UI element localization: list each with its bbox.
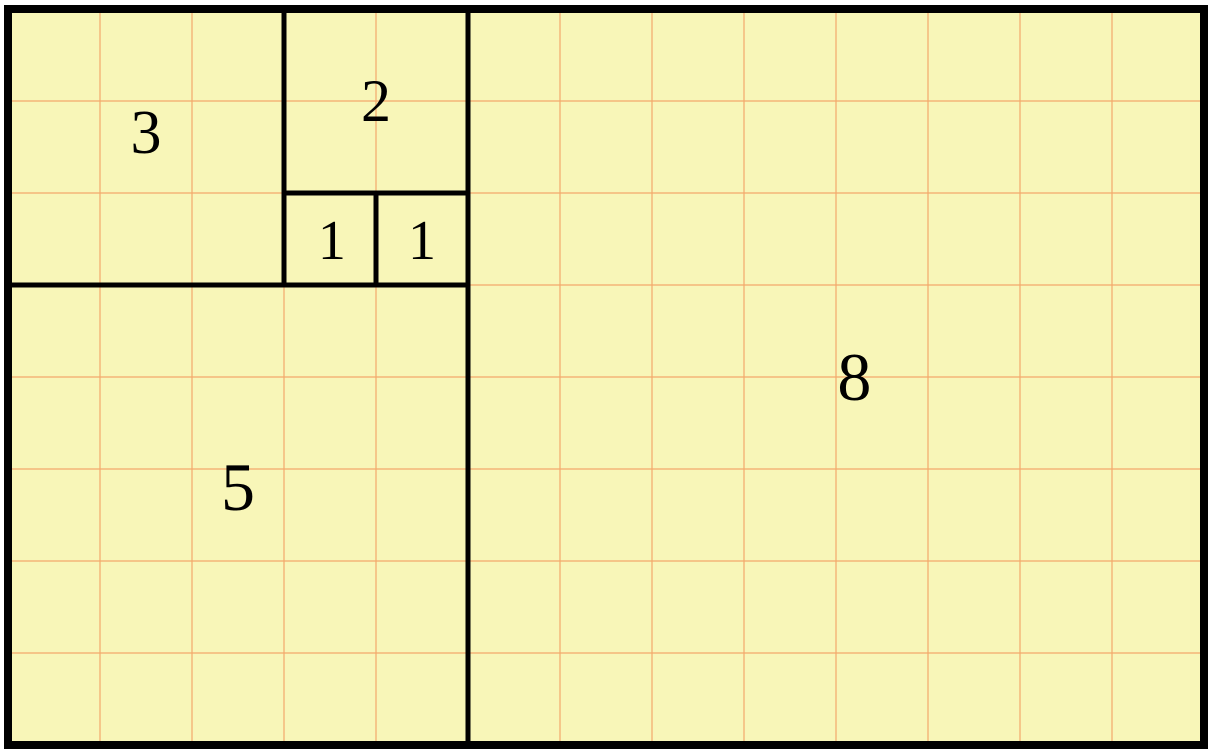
diagram-svg xyxy=(0,0,1212,754)
square-3-label: 3 xyxy=(131,102,162,164)
square-5-label: 5 xyxy=(221,453,255,521)
square-8-label: 8 xyxy=(837,343,871,411)
fibonacci-tiling-diagram: 8 5 3 2 1 1 xyxy=(0,0,1212,754)
square-2-label: 2 xyxy=(361,71,391,131)
square-1b-label: 1 xyxy=(408,213,436,269)
square-1a-label: 1 xyxy=(318,213,346,269)
